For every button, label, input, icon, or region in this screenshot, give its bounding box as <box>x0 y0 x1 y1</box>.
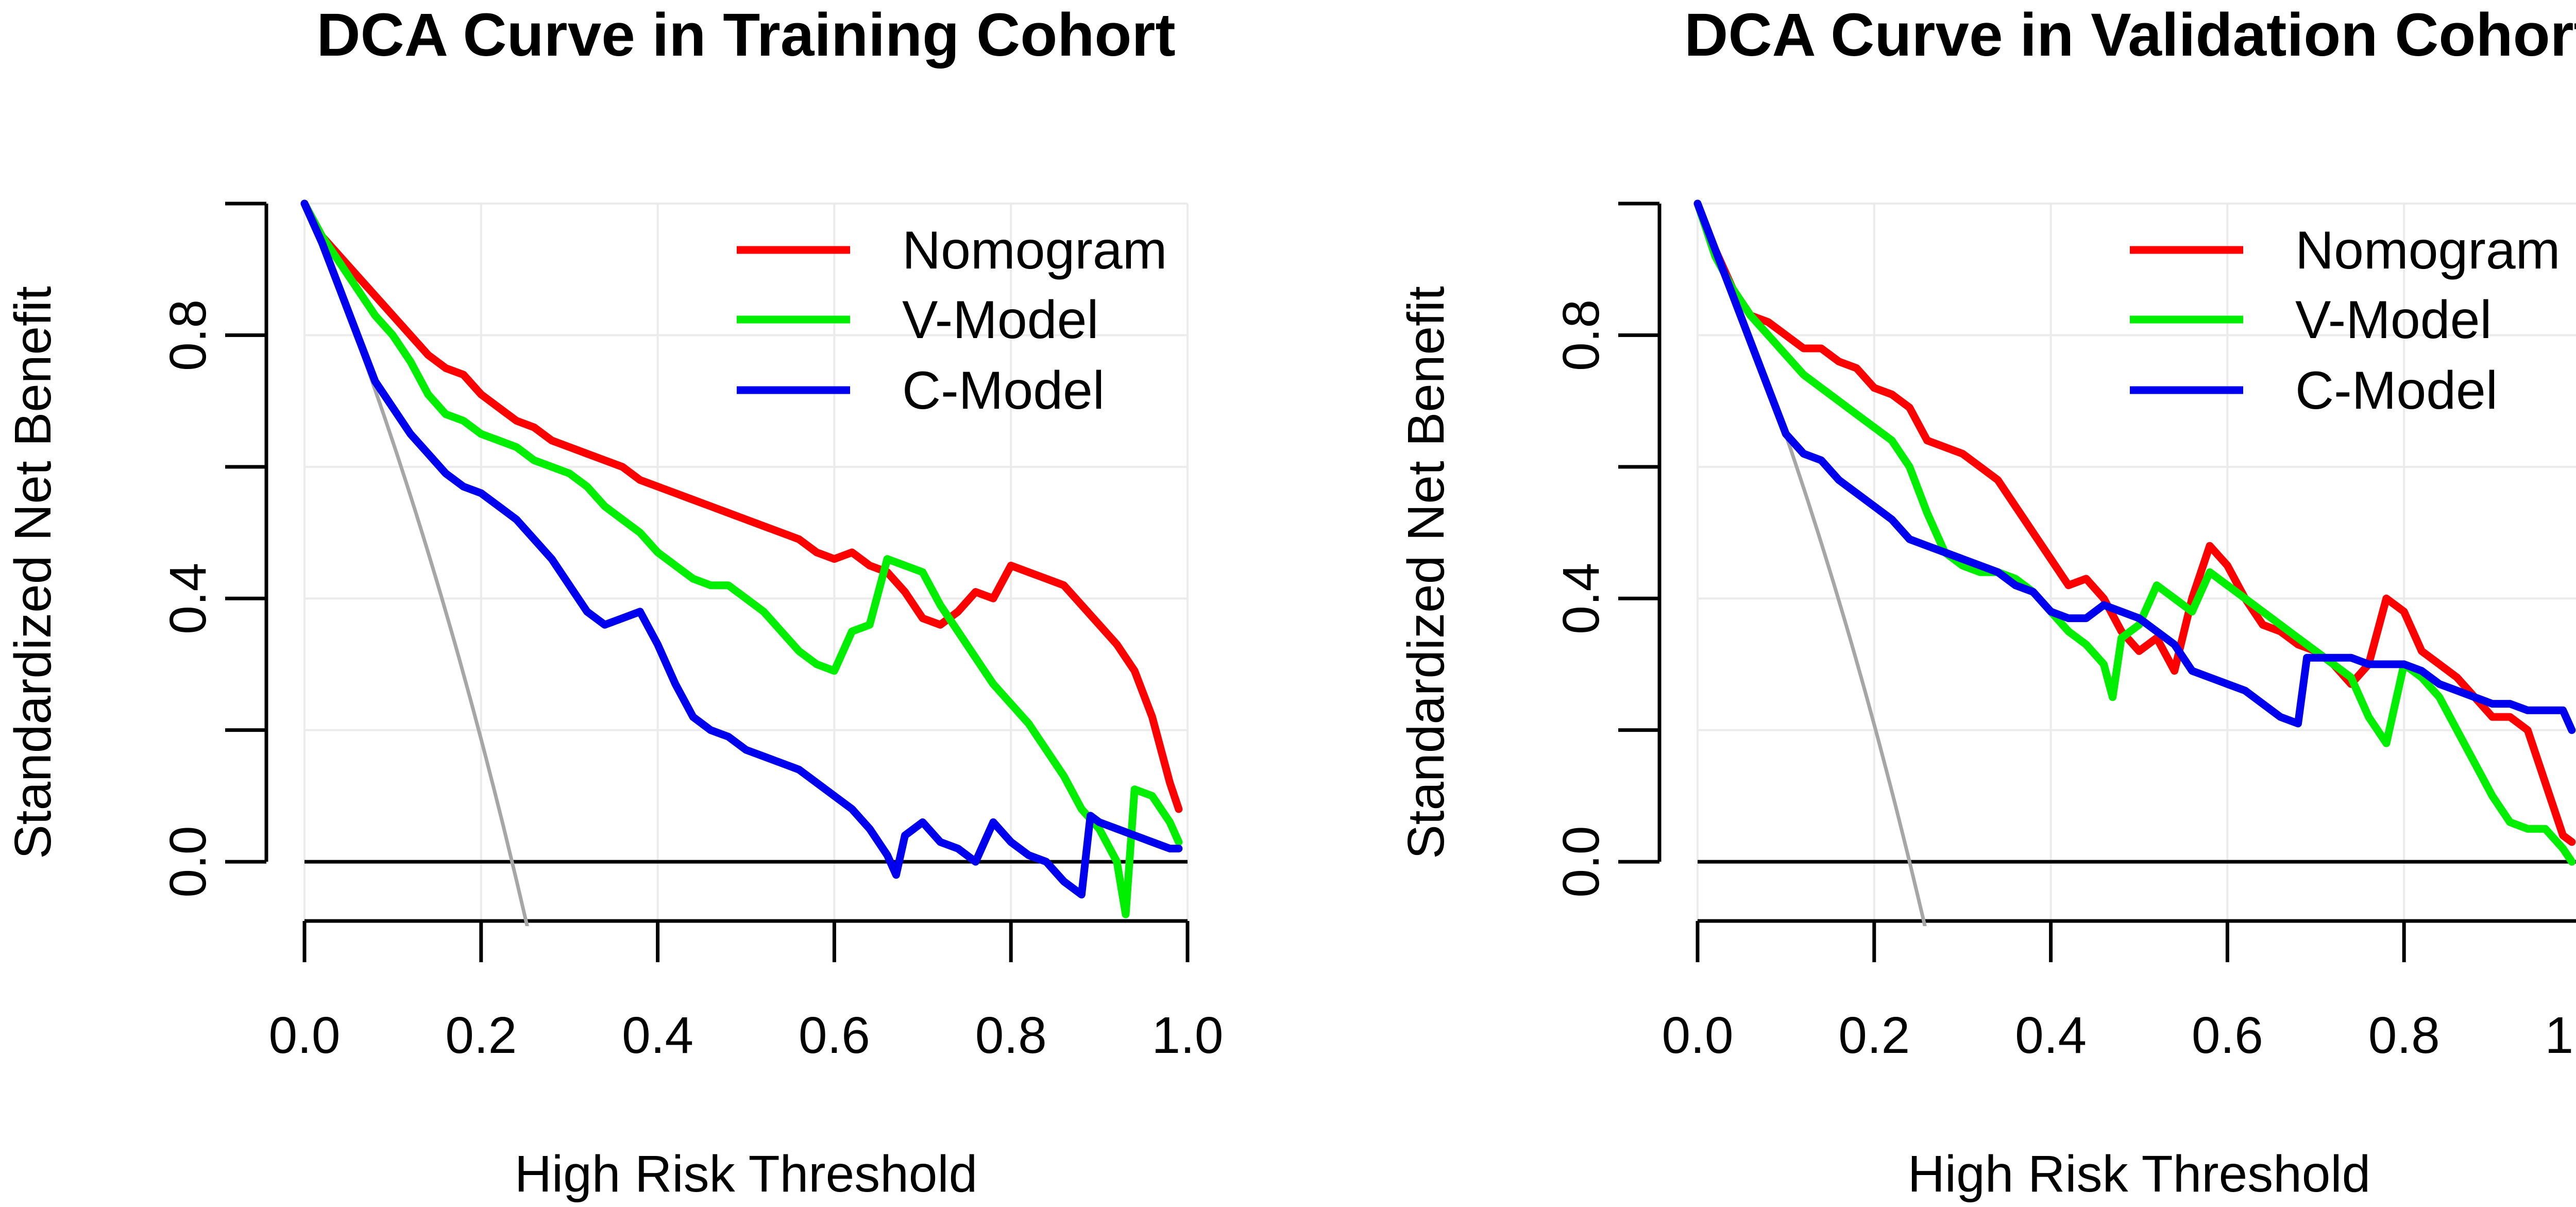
plot-area <box>300 199 1188 926</box>
x-tick-label-5: 1.0 <box>1151 1007 1223 1064</box>
y-axis: 0.0 0.4 0.8 Standardized Net Benefit <box>4 202 268 898</box>
x-tick-label-3: 0.6 <box>2192 1007 2263 1064</box>
x-tick-label-2: 0.4 <box>622 1007 693 1064</box>
x-tick-label-0: 0.0 <box>1662 1007 1733 1064</box>
chart-title: DCA Curve in Training Cohort <box>316 1 1175 69</box>
x-axis-label: High Risk Threshold <box>1908 1145 2371 1203</box>
y-tick-label-0: 0.0 <box>1552 826 1610 898</box>
x-axis: 0.0 0.2 0.4 0.6 0.8 1.0 High Risk Threshold <box>1662 919 2576 1203</box>
series-line-c-model <box>1693 199 2576 734</box>
x-tick-label-5: 1.0 <box>2545 1007 2576 1064</box>
legend-label-0: Nomogram <box>902 221 1167 280</box>
x-tick-label-0: 0.0 <box>268 1007 340 1064</box>
x-axis-label: High Risk Threshold <box>515 1145 978 1203</box>
x-tick-label-1: 0.2 <box>1838 1007 1910 1064</box>
y-tick-label-2: 0.8 <box>159 299 217 371</box>
y-axis-label: Standardized Net Benefit <box>4 286 62 859</box>
y-tick-label-1: 0.4 <box>1552 563 1610 634</box>
y-axis: 0.0 0.4 0.8 Standardized Net Benefit <box>1397 202 1662 898</box>
legend-label-2: C-Model <box>902 361 1105 421</box>
legend-label-1: V-Model <box>902 290 1099 350</box>
x-tick-label-3: 0.6 <box>799 1007 870 1064</box>
plot-area <box>1693 199 2576 926</box>
y-tick-label-0: 0.0 <box>159 826 217 898</box>
y-tick-label-1: 0.4 <box>159 563 217 634</box>
series-line-nomogram <box>1693 199 2576 846</box>
chart-title: DCA Curve in Validation Cohort <box>1684 1 2576 69</box>
legend-label-1: V-Model <box>2295 290 2492 350</box>
x-tick-label-4: 0.8 <box>975 1007 1047 1064</box>
x-tick-label-1: 0.2 <box>445 1007 517 1064</box>
legend-label-0: Nomogram <box>2295 221 2560 280</box>
series-line-c-model <box>300 199 1183 899</box>
series-line-v-model <box>1693 199 2576 866</box>
legend: Nomogram V-Model C-Model <box>2130 221 2560 421</box>
x-axis: 0.0 0.2 0.4 0.6 0.8 1.0 High Risk Threshold <box>268 919 1224 1203</box>
x-tick-label-4: 0.8 <box>2368 1007 2440 1064</box>
legend-label-2: C-Model <box>2295 361 2498 421</box>
series-line-v-model <box>300 199 1183 918</box>
chart-panel-0: DCA Curve in Training Cohort 0.0 0.2 0.4 0.6… <box>4 1 1224 1203</box>
legend: Nomogram V-Model C-Model <box>737 221 1167 421</box>
y-axis-label: Standardized Net Benefit <box>1397 286 1455 859</box>
series-line-nomogram <box>300 199 1183 813</box>
y-tick-label-2: 0.8 <box>1552 299 1610 371</box>
x-tick-label-2: 0.4 <box>2015 1007 2087 1064</box>
